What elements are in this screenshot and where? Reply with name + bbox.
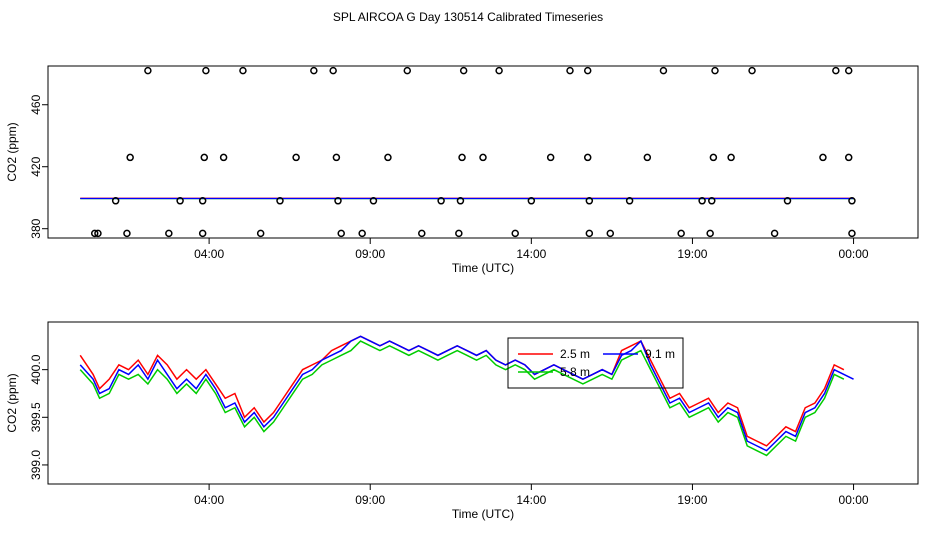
scatter-point — [332, 153, 341, 162]
x-tick-label: 19:00 — [677, 493, 707, 507]
scatter-point — [437, 197, 445, 205]
legend-label: 2.5 m — [560, 347, 590, 361]
plot-frame-1 — [47, 65, 919, 239]
scatter-point — [511, 229, 519, 238]
scatter-point — [848, 229, 856, 238]
scatter-point — [219, 153, 228, 162]
scatter-point — [418, 229, 426, 238]
y-tick-label: 380 — [29, 218, 43, 238]
x-axis-label: Time (UTC) — [452, 261, 514, 275]
scatter-point — [566, 66, 574, 75]
scatter-point — [583, 66, 592, 75]
scatter-point — [819, 153, 827, 162]
scatter-point — [90, 229, 99, 238]
scatter-point — [358, 229, 366, 238]
scatter-point — [337, 229, 345, 238]
y-axis-label: CO2 (ppm) — [5, 373, 19, 432]
y-tick-label: 420 — [29, 156, 43, 176]
x-tick-label: 09:00 — [355, 247, 385, 261]
scatter-point — [832, 66, 840, 75]
scatter-point — [606, 229, 615, 238]
scatter-point — [126, 153, 134, 162]
scatter-point — [403, 66, 412, 75]
scatter-point — [455, 229, 463, 238]
scatter-point — [585, 229, 594, 238]
scatter-point — [94, 229, 102, 238]
scatter-point — [456, 197, 465, 205]
y-axis-label: CO2 (ppm) — [5, 122, 19, 181]
scatter-point — [165, 229, 173, 238]
series-line-9-1-m — [79, 335, 854, 452]
y-tick-label: 399.0 — [29, 450, 43, 480]
x-tick-label: 00:00 — [839, 493, 869, 507]
scatter-point — [848, 197, 856, 205]
scatter-point — [546, 153, 555, 162]
scatter-point — [706, 229, 714, 238]
scatter-point — [198, 197, 207, 205]
scatter-point — [659, 66, 668, 75]
plot-frame-2 — [47, 321, 919, 485]
scatter-point — [643, 153, 652, 162]
y-tick-label: 399.5 — [29, 402, 43, 432]
legend-box — [507, 337, 684, 389]
scatter-point — [748, 66, 756, 75]
scatter-point — [111, 197, 120, 205]
scatter-point — [458, 153, 466, 162]
scatter-point — [239, 66, 247, 75]
x-tick-label: 14:00 — [516, 493, 546, 507]
scatter-point — [709, 153, 718, 162]
scatter-point — [844, 153, 853, 162]
scatter-point — [176, 197, 184, 205]
scatter-point — [585, 197, 594, 205]
series-line-5-8-m — [79, 340, 845, 457]
scatter-point — [495, 66, 503, 75]
scatter-point — [144, 66, 152, 75]
figure-title: SPL AIRCOA G Day 130514 Calibrated Times… — [332, 10, 604, 24]
x-axis-label: Time (UTC) — [452, 507, 514, 521]
x-tick-label: 19:00 — [677, 247, 707, 261]
x-tick-label: 14:00 — [516, 247, 546, 261]
scatter-point — [310, 66, 318, 75]
y-tick-label: 400.0 — [29, 354, 43, 384]
scatter-point — [200, 153, 209, 162]
x-tick-label: 09:00 — [355, 493, 385, 507]
scatter-point — [783, 197, 792, 205]
scatter-point — [369, 197, 378, 205]
scatter-point — [698, 197, 706, 205]
scatter-point — [334, 197, 342, 205]
scatter-point — [292, 153, 300, 162]
scatter-point — [198, 229, 207, 238]
scatter-point — [708, 197, 716, 205]
scatter-point — [711, 66, 719, 75]
scatter-point — [583, 153, 592, 162]
scatter-point — [384, 153, 392, 162]
scatter-point — [202, 66, 210, 75]
scatter-point — [844, 66, 853, 75]
scatter-point — [479, 153, 487, 162]
scatter-point — [770, 229, 779, 238]
scatter-point — [677, 229, 685, 238]
scatter-point — [256, 229, 265, 238]
scatter-point — [727, 153, 735, 162]
scatter-point — [123, 229, 131, 238]
x-tick-label: 00:00 — [839, 247, 869, 261]
scatter-point — [625, 197, 634, 205]
x-tick-label: 04:00 — [194, 493, 224, 507]
x-tick-label: 04:00 — [194, 247, 224, 261]
scatter-point — [527, 197, 536, 205]
scatter-point — [459, 66, 468, 75]
scatter-point — [276, 197, 284, 205]
legend-label: 5.8 m — [560, 365, 590, 379]
y-tick-label: 460 — [29, 94, 43, 114]
legend-label: 9.1 m — [645, 347, 675, 361]
scatter-point — [329, 66, 337, 75]
